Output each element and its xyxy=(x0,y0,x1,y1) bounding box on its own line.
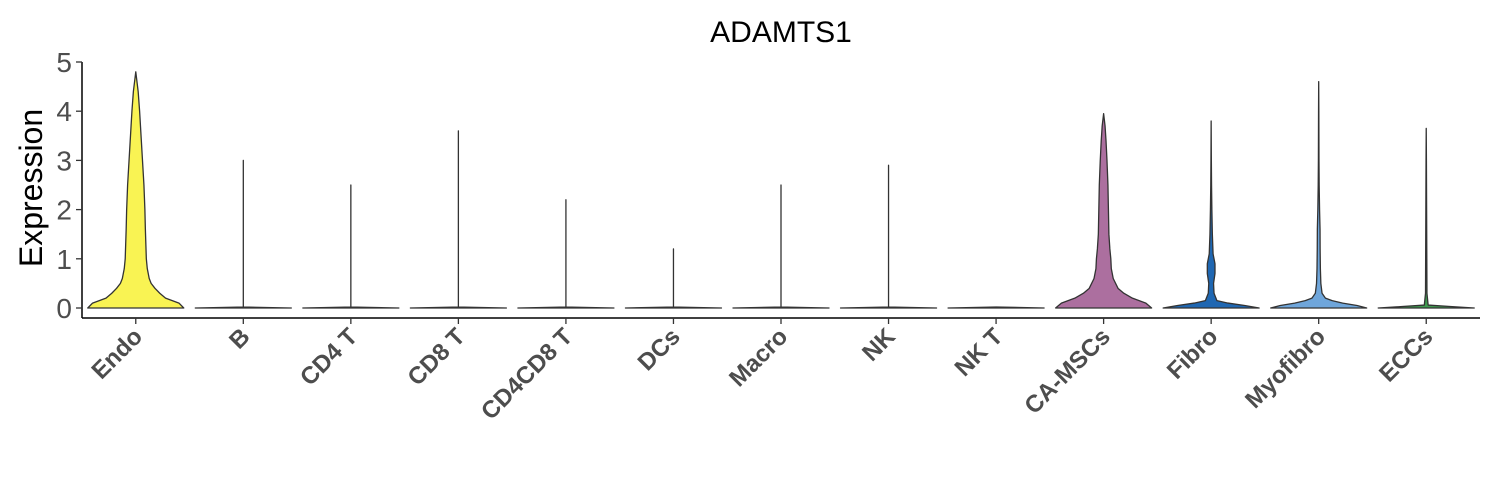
violin-dcs xyxy=(624,248,723,309)
y-axis: 0 1 2 3 4 5 xyxy=(56,47,83,324)
x-tick-label: Endo xyxy=(86,323,148,385)
x-tick-label: DCs xyxy=(633,323,686,376)
y-tick-label: 1 xyxy=(56,244,72,275)
x-tick-label: B xyxy=(224,323,255,354)
x-tick-label: NK xyxy=(857,323,901,367)
violin-fibro xyxy=(1162,120,1260,309)
x-tick-label: CD4 T xyxy=(295,323,363,391)
violin-nk-t xyxy=(947,306,1045,309)
x-axis: Endo B CD4 T CD8 T CD4CD8 T DCs Macro NK NK T CA-… xyxy=(82,317,1480,425)
x-tick-label: NK T xyxy=(950,323,1009,382)
x-tick-label: ECCs xyxy=(1374,323,1438,387)
violin-macro xyxy=(732,184,830,309)
violin-eccs xyxy=(1377,127,1475,309)
violin-cd8-t xyxy=(409,130,508,309)
y-tick-label: 2 xyxy=(56,195,72,226)
violin-myofibro xyxy=(1270,81,1368,309)
y-tick-label: 4 xyxy=(56,96,72,127)
violin-group xyxy=(87,71,1475,309)
x-tick-label: CD4CD8 T xyxy=(476,323,578,425)
y-tick-label: 5 xyxy=(56,47,72,78)
violin-b xyxy=(194,159,292,309)
y-axis-label: Expression xyxy=(13,109,49,267)
x-tick-label: Fibro xyxy=(1162,323,1224,385)
x-tick-label: CA-MSCs xyxy=(1019,323,1115,419)
y-tick-label: 0 xyxy=(56,293,72,324)
violin-nk xyxy=(839,164,938,309)
chart-title: ADAMTS1 xyxy=(710,16,852,49)
x-tick-label: Myofibro xyxy=(1240,323,1331,414)
violin-ca-mscs xyxy=(1054,113,1153,309)
violin-endo xyxy=(87,71,185,309)
x-tick-label: CD8 T xyxy=(403,323,471,391)
violin-cd4cd8-t xyxy=(517,199,615,309)
y-tick-label: 3 xyxy=(56,145,72,176)
violin-cd4-t xyxy=(302,184,400,309)
x-tick-label: Macro xyxy=(724,323,793,392)
